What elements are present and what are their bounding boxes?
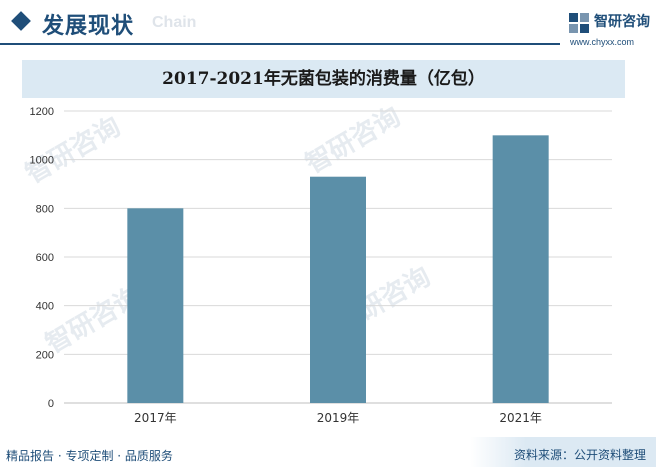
footer-source-background	[470, 437, 656, 467]
footer-source-box: 资料来源：公开资料整理	[470, 437, 656, 467]
chart-title: 2017-2021年无菌包装的消费量（亿包）	[162, 69, 485, 89]
y-tick-label: 400	[36, 301, 54, 313]
bar	[310, 176, 366, 403]
y-tick-label: 1200	[30, 106, 54, 118]
footer-source: 资料来源：公开资料整理	[513, 448, 646, 462]
header-watermark: Chain	[152, 14, 197, 31]
header-divider	[0, 43, 560, 45]
chart-title-band: 2017-2021年无菌包装的消费量（亿包）	[22, 60, 625, 98]
brand-name: 智研咨询	[594, 14, 650, 30]
y-tick-label: 600	[36, 252, 54, 264]
bar	[127, 208, 184, 403]
y-tick-label: 200	[36, 349, 54, 361]
page-header: 发展现状 Chain	[0, 0, 656, 46]
x-tick-label: 2017年	[134, 411, 177, 425]
x-tick-label: 2019年	[317, 411, 360, 425]
y-tick-label: 0	[48, 398, 54, 410]
brand-logo-icon	[569, 13, 589, 33]
brand-url: www.chyxx.com	[570, 37, 635, 47]
footer-tagline: 精品报告 · 专项定制 · 品质服务	[6, 449, 173, 463]
section-title: 发展现状	[42, 14, 135, 39]
y-tick-label: 800	[36, 203, 54, 215]
x-tick-label: 2021年	[499, 411, 542, 425]
y-tick-label: 1000	[30, 155, 54, 167]
bar	[492, 135, 549, 404]
